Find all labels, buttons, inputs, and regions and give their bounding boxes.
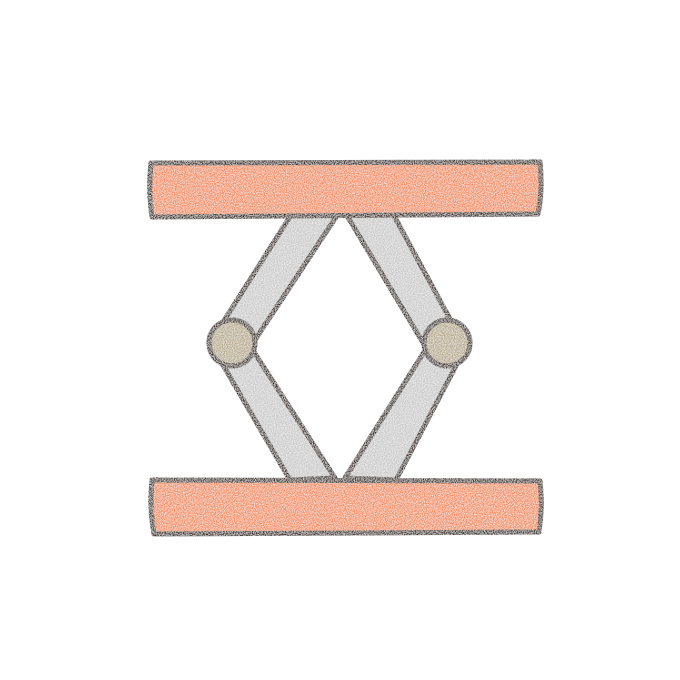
joints <box>206 317 473 369</box>
right-joint <box>421 317 473 369</box>
left-joint <box>206 317 258 369</box>
bottom-plate <box>148 477 544 537</box>
left-arm-lower <box>217 349 338 483</box>
plates <box>147 159 544 537</box>
right-arm-lower <box>342 349 461 483</box>
top-plate <box>147 159 544 220</box>
